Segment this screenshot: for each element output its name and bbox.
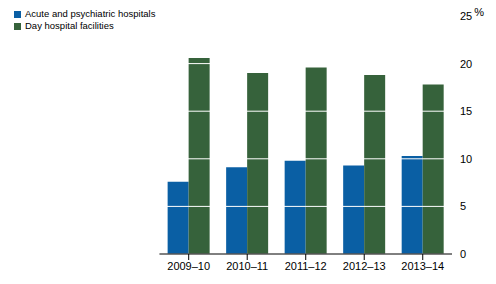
html-text:Acute and psychiatric hospital: Acute and psychiatric hospitals bbox=[25, 8, 156, 19]
svg-text:2009–10: 2009–10 bbox=[167, 260, 210, 272]
svg-text:%: % bbox=[474, 8, 484, 18]
svg-text:5: 5 bbox=[460, 200, 466, 212]
svg-text:2012–13: 2012–13 bbox=[343, 260, 386, 272]
svg-text:25: 25 bbox=[460, 10, 472, 22]
svg-text:20: 20 bbox=[460, 58, 472, 70]
svg-text:10: 10 bbox=[460, 153, 472, 165]
svg-text:2011–12: 2011–12 bbox=[285, 260, 327, 272]
svg-text:2013–14: 2013–14 bbox=[401, 260, 444, 272]
html-text:Day hospital facilities: Day hospital facilities bbox=[25, 20, 114, 31]
svg-text:2010–11: 2010–11 bbox=[226, 260, 268, 272]
svg-text:0: 0 bbox=[460, 248, 466, 260]
svg-text:15: 15 bbox=[460, 105, 472, 117]
